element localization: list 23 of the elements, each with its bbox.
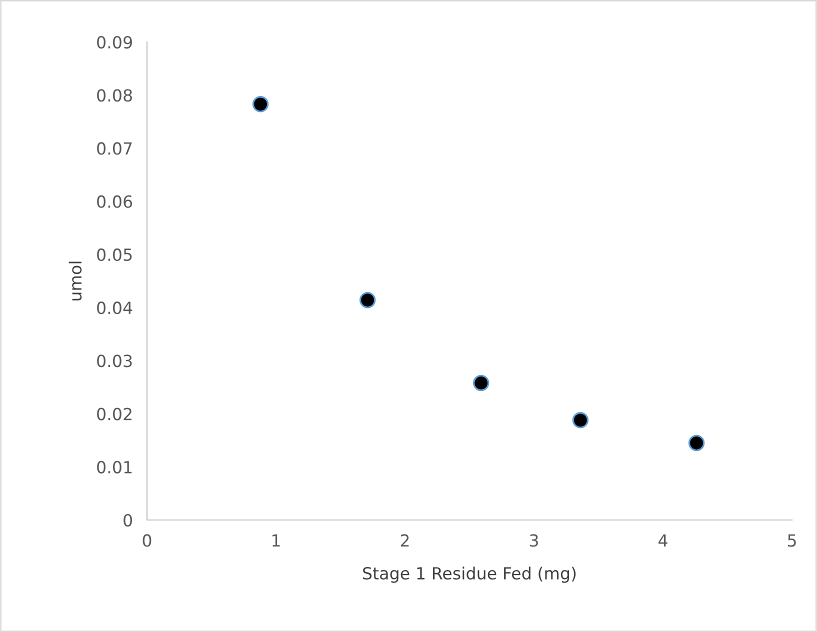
point	[472, 374, 490, 392]
y-tick-label: 0.08	[97, 89, 132, 102]
x-tick-label: 4	[658, 534, 668, 547]
y-tick-label: 0.04	[97, 302, 132, 314]
y-tick-label: 0	[124, 514, 132, 527]
x-axis-title: Stage 1 Residue Fed (mg)	[363, 566, 576, 583]
point	[572, 412, 589, 428]
point	[252, 96, 269, 112]
y-axis-title: umol	[68, 262, 82, 300]
y-tick-label: 0.03	[97, 354, 132, 368]
x-tick-label: 2	[400, 534, 409, 547]
point	[688, 434, 705, 452]
y-tick-label: 0.09	[97, 36, 132, 49]
y-tick-label: 0.05	[97, 248, 132, 262]
y-tick-label: 0.01	[97, 460, 132, 474]
x-tick-label: 3	[530, 534, 538, 547]
y-tick-label: 0.02	[97, 408, 132, 420]
x-tick-label: 5	[788, 534, 796, 547]
x-tick-label: 0	[142, 534, 152, 547]
point	[359, 292, 376, 308]
y-tick-label: 0.07	[97, 142, 132, 155]
x-tick-label: 1	[272, 534, 280, 547]
y-tick-label: 0.06	[97, 195, 132, 208]
